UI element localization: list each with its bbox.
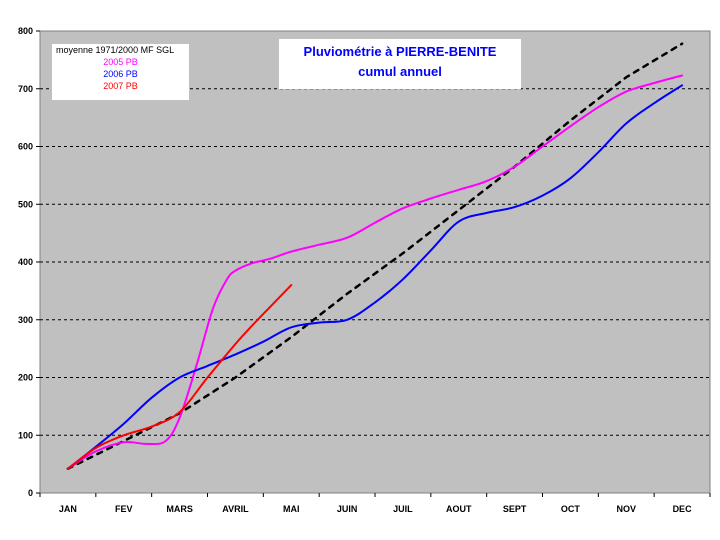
x-tick-label: DEC: [673, 504, 693, 514]
x-axis: JAN FEV MARS AVRIL MAI JUIN JUIL AOUT SEPT OCT NOV…: [39, 493, 711, 514]
y-tick-label: 600: [18, 142, 33, 152]
legend-entry-2007: 2007 PB: [103, 81, 138, 91]
y-axis: 0 100 200 300 400 500 600 700 800: [18, 26, 40, 498]
x-tick-label: FEV: [115, 504, 133, 514]
x-tick-label: MARS: [166, 504, 193, 514]
x-tick-label: OCT: [561, 504, 581, 514]
chart-title-box: Pluviométrie à PIERRE-BENITE cumul annue…: [279, 39, 521, 89]
series-line-2005-pb: [66, 74, 684, 470]
x-tick-label: JAN: [59, 504, 77, 514]
y-tick-label: 800: [18, 26, 33, 36]
x-tick-label: AVRIL: [222, 504, 249, 514]
x-tick-label: JUIN: [337, 504, 358, 514]
y-tick-label: 700: [18, 84, 33, 94]
grid: [40, 88, 710, 436]
y-tick-label: 0: [28, 488, 33, 498]
legend-entry-2006: 2006 PB: [103, 69, 138, 79]
x-tick-label: AOUT: [446, 504, 472, 514]
series: [66, 42, 684, 470]
x-tick-label: NOV: [616, 504, 636, 514]
legend-entry-moyenne: moyenne 1971/2000 MF SGL: [56, 45, 175, 55]
legend: moyenne 1971/2000 MF SGL 2005 PB 2006 PB…: [52, 44, 189, 100]
y-tick-label: 100: [18, 430, 33, 440]
x-tick-label: SEPT: [503, 504, 527, 514]
y-tick-label: 300: [18, 315, 33, 325]
y-tick-label: 400: [18, 257, 33, 267]
legend-entry-2005: 2005 PB: [103, 57, 138, 67]
chart-subtitle: cumul annuel: [358, 64, 442, 79]
series-line-2007-pb: [66, 284, 293, 470]
y-tick-label: 500: [18, 199, 33, 209]
y-tick-label: 200: [18, 373, 33, 383]
series-line-2006-pb: [66, 84, 684, 470]
chart-title: Pluviométrie à PIERRE-BENITE: [303, 44, 497, 59]
x-tick-label: MAI: [283, 504, 300, 514]
x-tick-label: JUIL: [393, 504, 413, 514]
